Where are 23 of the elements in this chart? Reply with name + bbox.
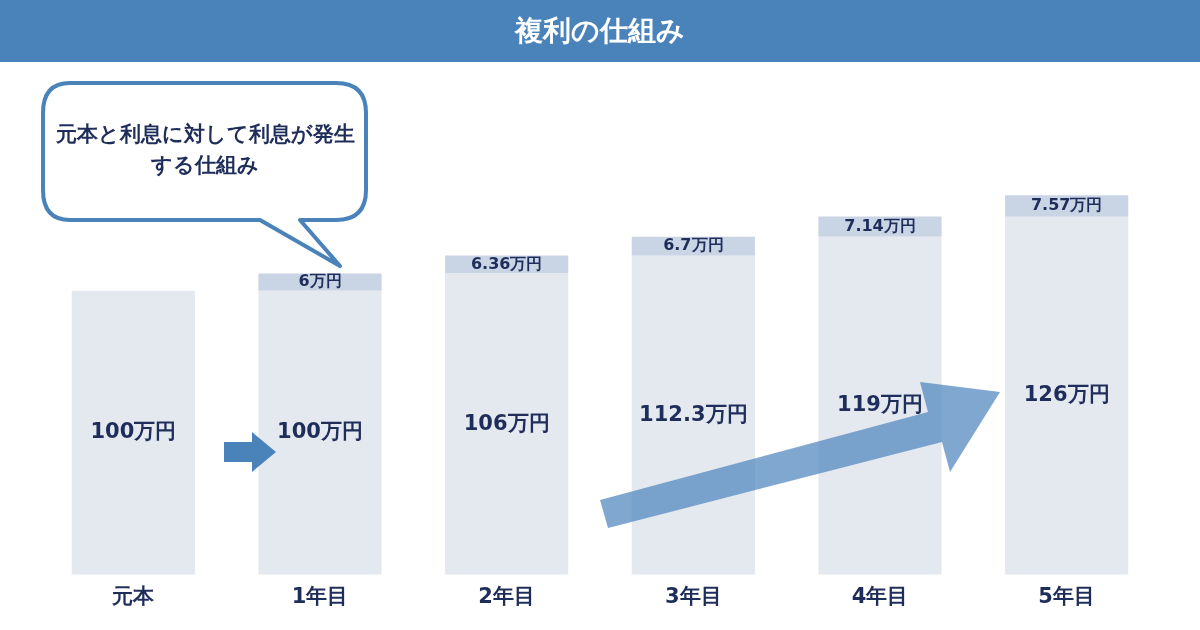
x-tick-label: 4年目	[851, 583, 909, 608]
x-tick-label: 元本	[111, 583, 156, 608]
data-label: 119万円	[837, 392, 923, 417]
data-label: 112.3万円	[639, 401, 748, 426]
chart-title: 複利の仕組み	[0, 0, 1200, 62]
data-label: 100万円	[277, 419, 363, 444]
bar	[1005, 216, 1129, 575]
data-label: 6万円	[298, 271, 342, 291]
bar	[445, 273, 569, 575]
data-label: 100万円	[90, 419, 177, 444]
text: 元本と利息に対して利息が発生する仕組み	[54, 120, 356, 179]
data-label: 7.14万円	[844, 215, 916, 235]
x-tick-label: 1年目	[291, 583, 349, 608]
x-tick-label: 5年目	[1038, 583, 1095, 608]
x-tick-label: 3年目	[665, 583, 722, 608]
data-label: 126万円	[1023, 382, 1110, 407]
data-label: 7.57万円	[1030, 195, 1103, 215]
data-label: 106万円	[463, 410, 550, 435]
bar	[258, 290, 382, 575]
bar	[71, 290, 195, 575]
data-label: 6.36万円	[470, 253, 543, 273]
data-label: 6.7万円	[663, 235, 724, 255]
x-tick-label: 2年目	[478, 583, 535, 608]
